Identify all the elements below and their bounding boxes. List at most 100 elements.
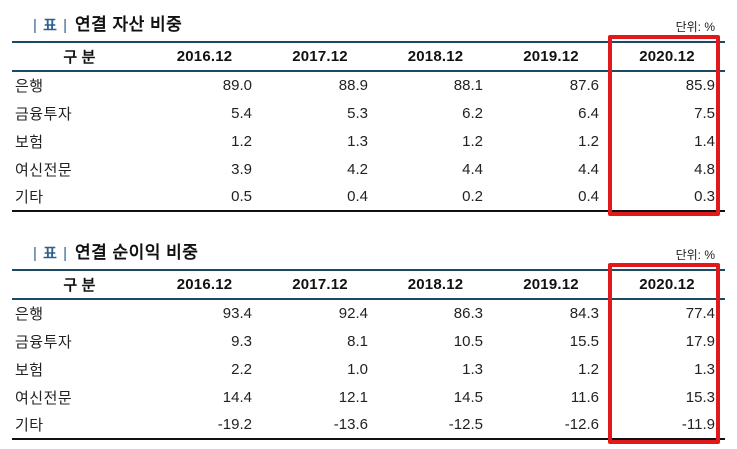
cell-value: 0.5 xyxy=(231,188,252,205)
table-wrapper: 구 분 2016.12 2017.12 2018.12 2019.12 2020.12 은… xyxy=(12,35,725,216)
cell-value: 3.9 xyxy=(231,160,252,178)
cell-value: 8.1 xyxy=(347,332,368,350)
cell-value: 85.9 xyxy=(685,77,715,94)
column-header-period: 2018.12 xyxy=(407,48,464,65)
cell-value: 0.4 xyxy=(347,188,368,205)
row-label: 여신전문 xyxy=(15,389,73,407)
table-row: 기타 -19.2 -13.6 -12.5 -12.6 -11.9 xyxy=(12,411,725,439)
cell-value: 4.2 xyxy=(347,160,368,178)
table-tag-label: | 표 | xyxy=(33,14,68,35)
tag-text: 표 xyxy=(43,17,58,34)
cell-value: 0.4 xyxy=(578,188,599,205)
table-row: 은행 89.0 88.9 88.1 87.6 85.9 xyxy=(12,71,725,99)
column-header-period: 2018.12 xyxy=(407,276,464,293)
table-wrapper: 구 분 2016.12 2017.12 2018.12 2019.12 2020.12 은… xyxy=(12,263,725,444)
cell-value: 12.1 xyxy=(338,388,368,406)
cell-value: -12.5 xyxy=(448,416,483,433)
cell-value: 5.4 xyxy=(231,104,252,122)
column-header-period: 2019.12 xyxy=(523,276,579,293)
table-title-text: 연결 순이익 비중 xyxy=(74,243,199,262)
row-label: 기타 xyxy=(15,417,44,434)
tag-pipe-left: | xyxy=(33,245,38,262)
cell-value: 15.3 xyxy=(685,388,715,406)
cell-value: 77.4 xyxy=(685,305,715,322)
asset-share-table: 구 분 2016.12 2017.12 2018.12 2019.12 2020.12 은… xyxy=(12,41,725,212)
cell-value: 1.2 xyxy=(462,132,483,150)
row-label: 여신전문 xyxy=(15,161,73,179)
header-row: 구 분 2016.12 2017.12 2018.12 2019.12 2020.12 xyxy=(12,42,725,71)
table-row: 보험 2.2 1.0 1.3 1.2 1.3 xyxy=(12,355,725,383)
cell-value: 11.6 xyxy=(570,388,599,406)
cell-value: 7.5 xyxy=(694,104,715,122)
cell-value: -11.9 xyxy=(681,416,715,433)
cell-value: 1.0 xyxy=(347,360,368,378)
tag-pipe-left: | xyxy=(33,17,38,34)
cell-value: 5.3 xyxy=(347,104,368,122)
cell-value: -19.2 xyxy=(217,416,252,433)
cell-value: 92.4 xyxy=(338,305,368,322)
table-title-text: 연결 자산 비중 xyxy=(74,15,183,34)
cell-value: 10.5 xyxy=(453,332,483,350)
cell-value: 87.6 xyxy=(569,77,599,94)
table-tag-label: | 표 | xyxy=(33,242,68,263)
row-label: 은행 xyxy=(15,78,44,95)
column-header-category: 구 분 xyxy=(63,277,96,294)
cell-value: -13.6 xyxy=(333,416,368,433)
table-row: 여신전문 3.9 4.2 4.4 4.4 4.8 xyxy=(12,155,725,183)
cell-value: 2.2 xyxy=(231,360,252,378)
table-title-row: | 표 | 연결 순이익 비중 단위: % xyxy=(12,238,725,269)
tag-text: 표 xyxy=(43,245,58,262)
row-label: 보험 xyxy=(15,133,44,151)
cell-value: -12.6 xyxy=(564,416,599,433)
cell-value: 1.3 xyxy=(462,360,483,378)
tag-pipe-right: | xyxy=(63,245,68,262)
unit-label: 단위: % xyxy=(675,248,715,262)
cell-value: 14.4 xyxy=(222,388,252,406)
column-header-period: 2017.12 xyxy=(292,276,348,293)
column-header-period: 2019.12 xyxy=(523,48,579,65)
cell-value: 4.4 xyxy=(578,160,599,178)
header-row: 구 분 2016.12 2017.12 2018.12 2019.12 2020.12 xyxy=(12,270,725,299)
cell-value: 0.3 xyxy=(694,188,715,205)
cell-value: 1.4 xyxy=(694,132,715,150)
column-header-period: 2020.12 xyxy=(639,48,695,65)
cell-value: 6.4 xyxy=(578,104,599,122)
asset-share-table-section: | 표 | 연결 자산 비중 단위: % 구 분 2016.12 2017.12 20… xyxy=(12,10,725,216)
tag-pipe-right: | xyxy=(63,17,68,34)
row-label: 금융투자 xyxy=(15,333,73,351)
table-row: 보험 1.2 1.3 1.2 1.2 1.4 xyxy=(12,127,725,155)
table-row: 은행 93.4 92.4 86.3 84.3 77.4 xyxy=(12,299,725,327)
column-header-period: 2017.12 xyxy=(292,48,348,65)
cell-value: 9.3 xyxy=(231,332,252,350)
cell-value: 15.5 xyxy=(569,332,599,350)
table-row: 금융투자 9.3 8.1 10.5 15.5 17.9 xyxy=(12,327,725,355)
cell-value: 0.2 xyxy=(462,188,483,205)
column-header-period: 2016.12 xyxy=(176,48,233,65)
column-header-period: 2020.12 xyxy=(639,276,695,293)
row-label: 금융투자 xyxy=(15,105,73,123)
table-row: 금융투자 5.4 5.3 6.2 6.4 7.5 xyxy=(12,99,725,127)
unit-label: 단위: % xyxy=(675,20,715,34)
table-title: | 표 | 연결 순이익 비중 xyxy=(12,238,198,263)
cell-value: 4.8 xyxy=(694,160,715,178)
cell-value: 88.9 xyxy=(338,77,368,94)
cell-value: 1.3 xyxy=(694,360,715,378)
table-title: | 표 | 연결 자산 비중 xyxy=(12,10,182,35)
cell-value: 93.4 xyxy=(222,305,252,322)
column-header-category: 구 분 xyxy=(63,49,96,66)
cell-value: 1.2 xyxy=(231,132,252,150)
cell-value: 84.3 xyxy=(569,305,599,322)
cell-value: 86.3 xyxy=(453,305,483,322)
row-label: 은행 xyxy=(15,306,44,323)
net-income-share-table-section: | 표 | 연결 순이익 비중 단위: % 구 분 2016.12 2017.12 2… xyxy=(12,238,725,444)
row-label: 보험 xyxy=(15,361,44,379)
table-title-row: | 표 | 연결 자산 비중 단위: % xyxy=(12,10,725,41)
cell-value: 17.9 xyxy=(685,332,715,350)
cell-value: 4.4 xyxy=(462,160,483,178)
cell-value: 1.3 xyxy=(347,132,368,150)
cell-value: 1.2 xyxy=(578,360,599,378)
cell-value: 1.2 xyxy=(578,132,599,150)
table-row: 기타 0.5 0.4 0.2 0.4 0.3 xyxy=(12,183,725,211)
net-income-share-table: 구 분 2016.12 2017.12 2018.12 2019.12 2020.12 은… xyxy=(12,269,725,440)
cell-value: 6.2 xyxy=(462,104,483,122)
